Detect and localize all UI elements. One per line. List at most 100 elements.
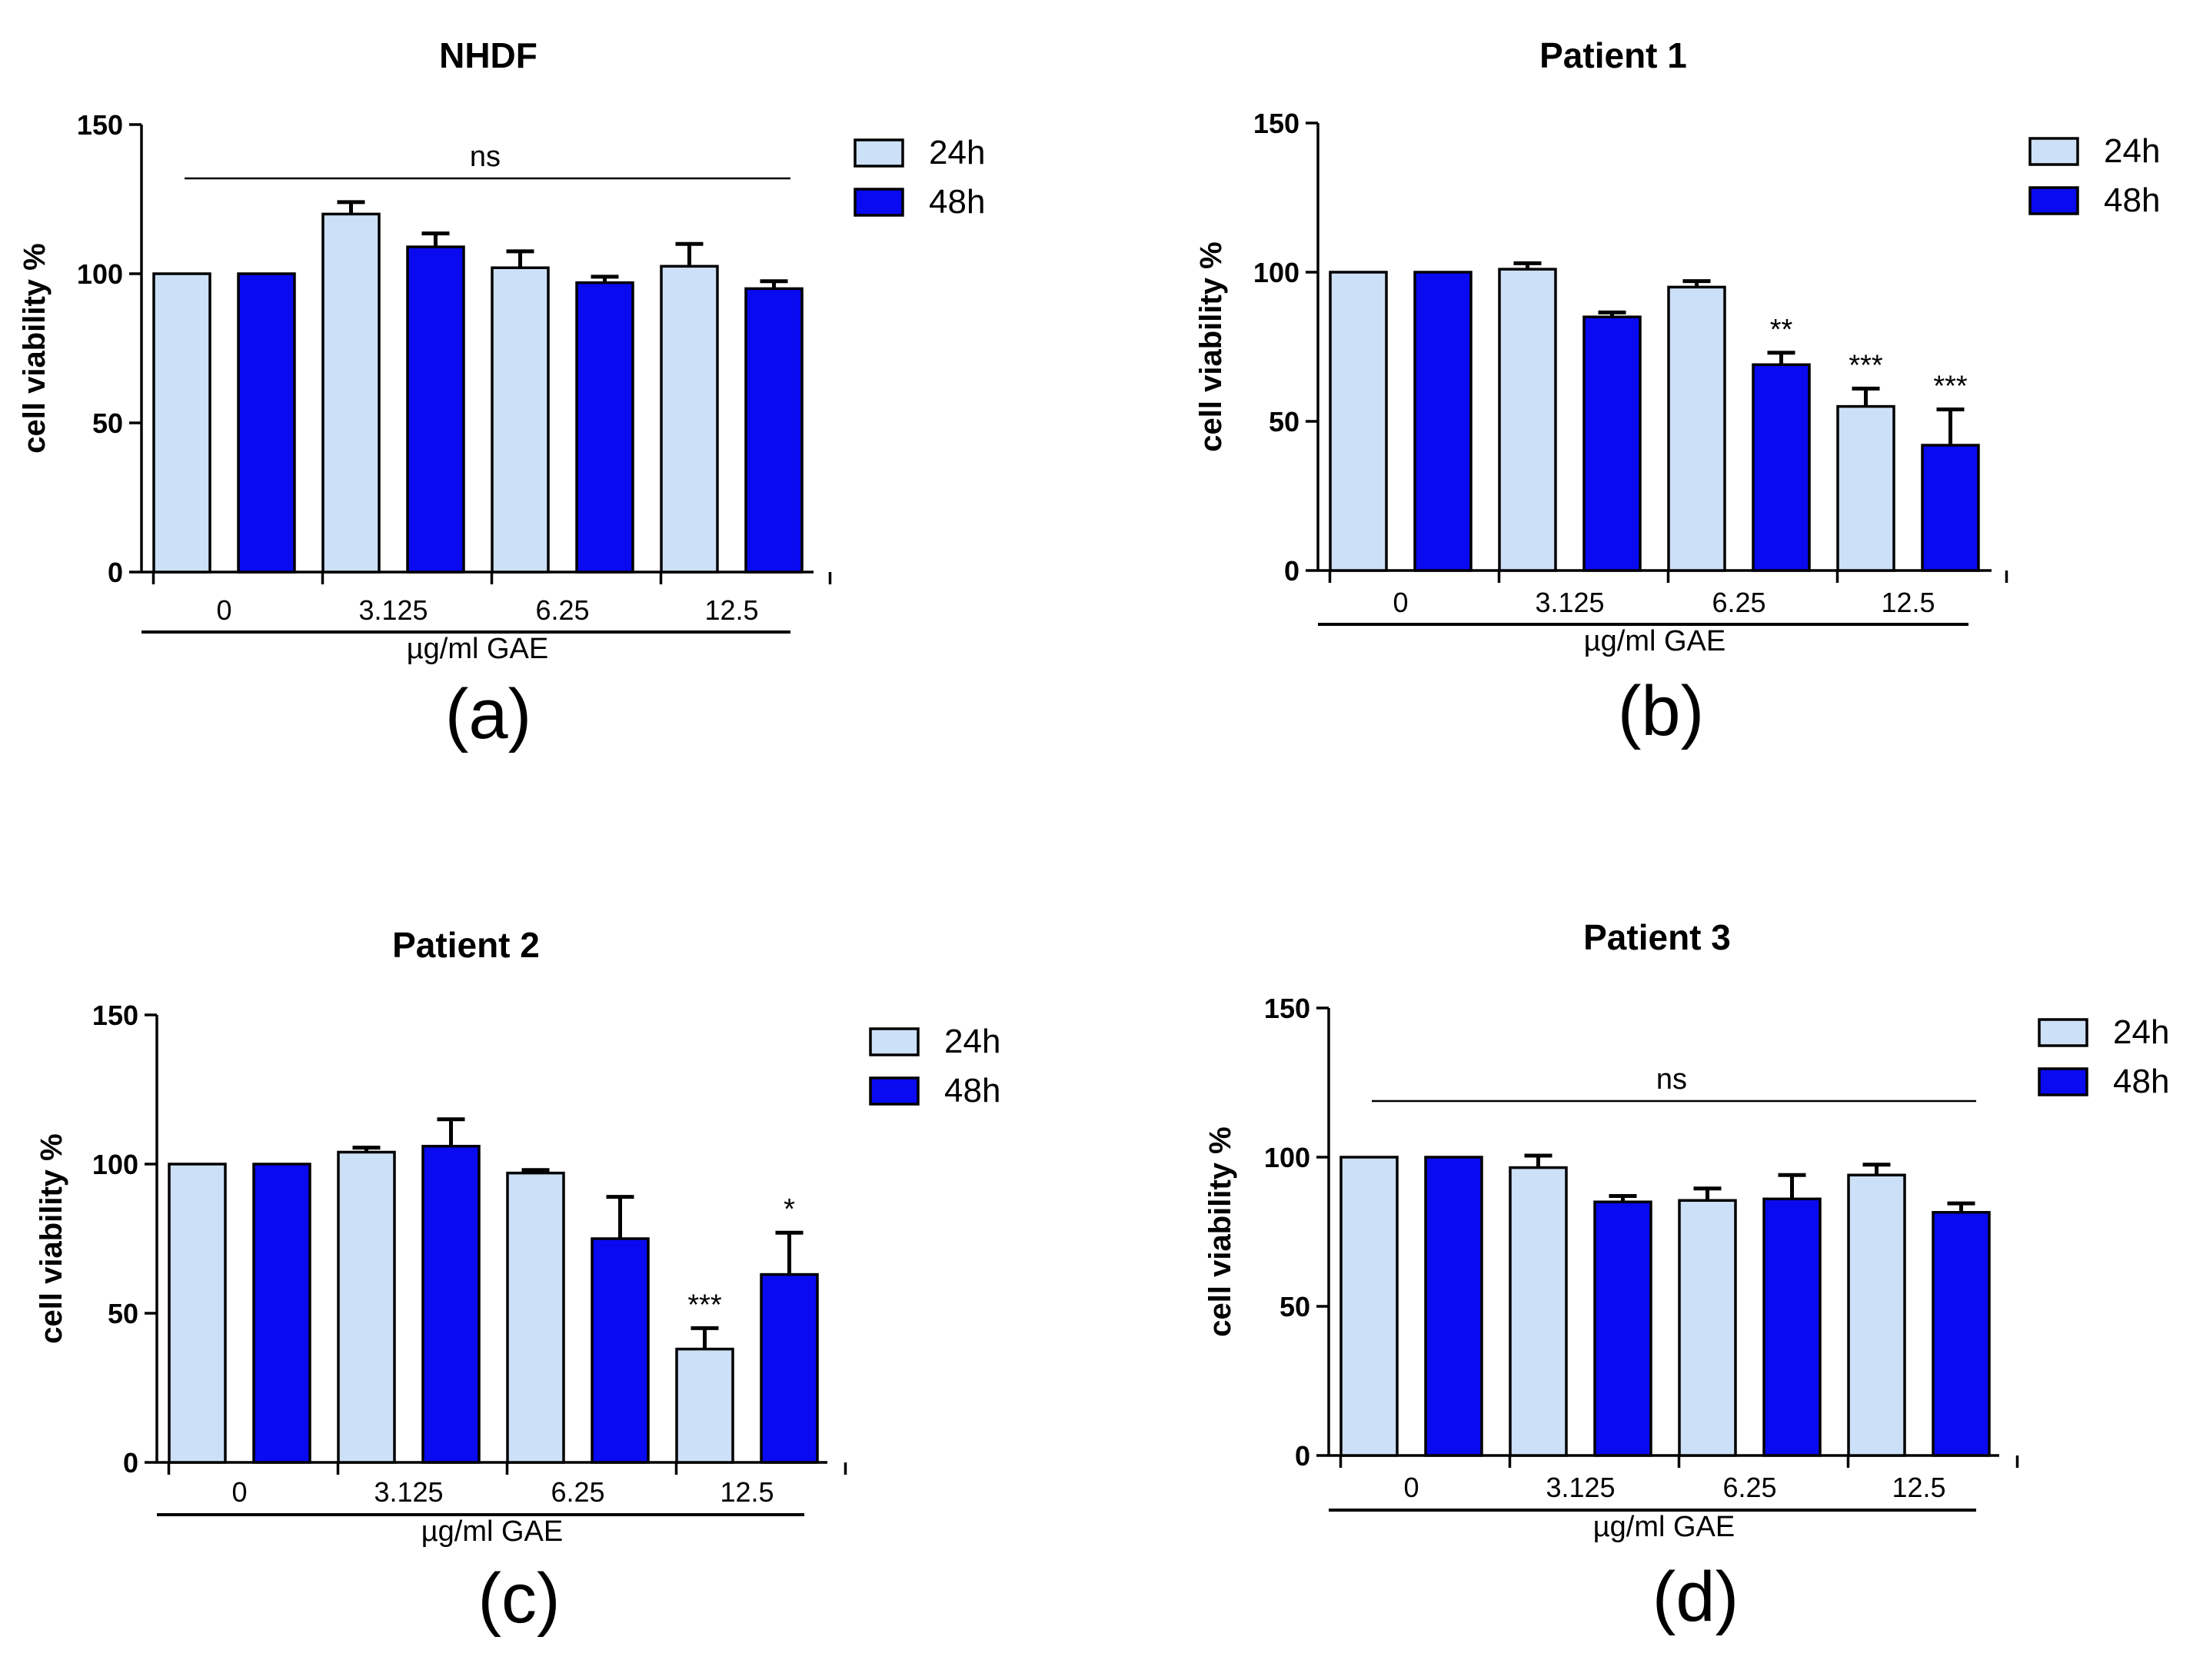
bar-48h-0 [1413, 271, 1473, 572]
legend-swatch-48h [869, 1076, 920, 1106]
chart-title: Patient 3 [1583, 917, 1731, 957]
bar-24h-6.25 [506, 1171, 565, 1464]
bar-48h-12.5 [760, 1272, 819, 1464]
y-tick-label: 50 [1280, 1291, 1310, 1322]
x-tick-label: 0 [1393, 587, 1408, 618]
y-tick-label: 100 [92, 1149, 138, 1180]
significance-label: ** [1770, 314, 1793, 346]
chart-panel-4: Patient 3 0 50 100 150 cell viability % 0 3.125… [1203, 917, 2169, 1636]
bar-48h-6.25 [575, 281, 634, 574]
y-tick-label: 50 [1269, 406, 1300, 437]
significance-label: *** [1849, 349, 1883, 381]
x-tick-label: 6.25 [535, 594, 589, 626]
legend-swatch-48h [854, 188, 904, 217]
bar-48h-0 [252, 1163, 311, 1464]
bar-48h-3.125 [1593, 1200, 1652, 1457]
legend-label-48h: 48h [929, 183, 985, 221]
y-tick-label: 100 [1253, 257, 1300, 288]
x-tick-label: 0 [1403, 1472, 1419, 1503]
bar-48h-12.5 [1932, 1211, 1991, 1457]
bar-48h-12.5 [1921, 444, 1980, 572]
y-tick-label: 0 [108, 557, 123, 588]
legend-swatch-24h [2028, 137, 2079, 166]
bar-24h-3.125 [321, 212, 381, 574]
panel-label: (a) [445, 675, 531, 754]
legend-swatch-24h [854, 138, 904, 168]
bar-48h-0 [1424, 1156, 1483, 1457]
legend-label-48h: 48h [2113, 1063, 2169, 1100]
bar-48h-3.125 [1582, 315, 1642, 572]
y-tick-label: 0 [1295, 1440, 1310, 1472]
x-tick-label: 6.25 [1712, 587, 1765, 618]
legend-label-48h: 48h [944, 1072, 1000, 1109]
x-tick-label: 12.5 [720, 1476, 774, 1508]
bar-48h-12.5 [744, 287, 804, 574]
x-tick-label: 12.5 [1881, 587, 1935, 618]
y-tick-label: 100 [1264, 1142, 1310, 1173]
y-tick-label: 50 [92, 408, 123, 439]
bar-24h-6.25 [1667, 285, 1726, 572]
panel-label: (d) [1652, 1558, 1739, 1636]
x-tick-label: 3.125 [1535, 587, 1604, 618]
legend-label-24h: 24h [944, 1023, 1000, 1060]
x-axis-label: µg/ml GAE [1593, 1511, 1735, 1543]
bar-24h-6.25 [1678, 1199, 1737, 1457]
ns-annotation: ns [1656, 1063, 1687, 1096]
bar-24h-0 [168, 1163, 227, 1464]
legend-swatch-48h [2028, 186, 2079, 215]
x-tick-label: 6.25 [1722, 1472, 1776, 1503]
bar-48h-6.25 [591, 1237, 650, 1464]
legend-swatch-24h [2038, 1018, 2088, 1047]
legend-label-48h: 48h [2104, 181, 2160, 219]
y-tick-label: 150 [77, 109, 123, 141]
x-axis-label: µg/ml GAE [1584, 625, 1726, 657]
bar-24h-12.5 [660, 264, 719, 574]
bar-24h-12.5 [675, 1347, 734, 1464]
bar-24h-12.5 [1847, 1173, 1906, 1457]
y-tick-label: 150 [1264, 993, 1310, 1024]
bar-24h-3.125 [1498, 268, 1557, 572]
bar-24h-3.125 [1509, 1166, 1568, 1457]
legend-label-24h: 24h [2113, 1013, 2169, 1051]
bar-24h-6.25 [491, 266, 550, 574]
bar-48h-3.125 [421, 1144, 481, 1464]
y-tick-label: 100 [77, 258, 123, 290]
bar-24h-0 [1329, 271, 1388, 572]
significance-label: * [784, 1193, 795, 1226]
x-tick-label: 12.5 [1892, 1472, 1945, 1503]
x-tick-label: 0 [231, 1476, 247, 1508]
legend-label-24h: 24h [2104, 132, 2160, 170]
panel-label: (c) [478, 1559, 560, 1638]
y-axis-label: cell viability % [1203, 1126, 1237, 1336]
x-tick-label: 0 [216, 594, 231, 626]
x-tick-label: 6.25 [551, 1476, 604, 1508]
y-tick-label: 150 [1253, 108, 1300, 139]
legend-label-24h: 24h [929, 134, 985, 171]
panel-label: (b) [1618, 672, 1704, 750]
x-axis-label: µg/ml GAE [421, 1515, 564, 1548]
bar-24h-12.5 [1836, 404, 1895, 572]
x-tick-label: 12.5 [704, 594, 758, 626]
bar-48h-0 [237, 272, 296, 574]
x-axis-label: µg/ml GAE [407, 633, 549, 665]
bar-24h-0 [152, 272, 211, 574]
chart-panel-1: NHDF 0 50 100 150 cell viability % 0 3.125 6.25 1… [18, 35, 985, 754]
x-tick-label: 3.125 [358, 594, 428, 626]
chart-title: Patient 2 [392, 925, 540, 965]
y-axis-label: cell viability % [18, 243, 52, 453]
x-tick-label: 3.125 [1546, 1472, 1615, 1503]
legend-swatch-24h [869, 1027, 920, 1056]
chart-title: Patient 1 [1539, 35, 1687, 75]
bar-24h-3.125 [337, 1150, 396, 1464]
legend-swatch-48h [2038, 1067, 2088, 1096]
bar-48h-6.25 [1752, 363, 1811, 572]
x-tick-label: 3.125 [374, 1476, 443, 1508]
y-axis-label: cell viability % [1194, 241, 1228, 451]
y-axis-label: cell viability % [35, 1133, 68, 1343]
bar-48h-3.125 [406, 245, 465, 574]
y-tick-label: 0 [123, 1447, 138, 1479]
significance-label: *** [1933, 370, 1968, 402]
